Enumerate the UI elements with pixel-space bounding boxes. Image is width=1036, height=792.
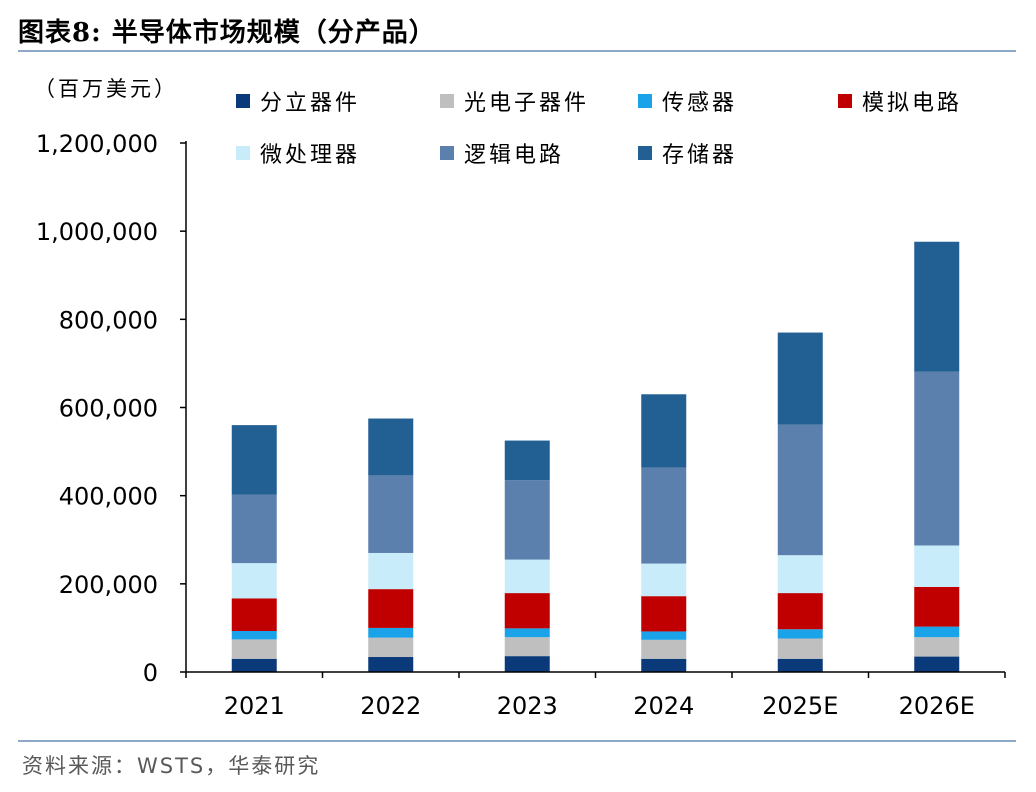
bar-segment xyxy=(641,631,687,640)
bar-segment xyxy=(914,637,960,657)
x-tick-label: 2023 xyxy=(497,692,558,720)
legend-label: 分立器件 xyxy=(260,91,360,116)
legend-label: 逻辑电路 xyxy=(464,143,564,168)
bar-segment xyxy=(914,656,960,672)
bar-segment xyxy=(777,555,823,594)
bar-segment xyxy=(368,589,414,628)
bar-segment xyxy=(231,598,277,632)
bar-segment xyxy=(641,394,687,468)
y-axis-unit-label: （百万美元） xyxy=(34,77,178,101)
bar-segment xyxy=(914,626,960,638)
bar-segment xyxy=(777,658,823,672)
x-axis: 2021 2022 2023 2024 2025E 2026E xyxy=(185,671,1006,720)
legend-swatch xyxy=(838,94,852,108)
bar-segment xyxy=(368,657,414,672)
figure-title: 图表8: 半导体市场规模（分产品） xyxy=(18,18,436,48)
bar-segment xyxy=(777,424,823,556)
bar-segment xyxy=(231,639,277,659)
y-tick-label: 1,200,000 xyxy=(36,130,158,158)
bar-segment xyxy=(231,563,277,599)
source-note: 资料来源：WSTS，华泰研究 xyxy=(22,754,321,778)
legend-swatch xyxy=(440,94,454,108)
bar-segment xyxy=(504,440,550,481)
legend-swatch xyxy=(638,94,652,108)
y-axis: 0 200,000 400,000 600,000 800,000 1,000,000 1,… xyxy=(36,130,187,687)
bar-segment xyxy=(914,586,960,627)
legend-label: 微处理器 xyxy=(260,143,360,168)
footer-divider xyxy=(18,740,1016,742)
legend-swatch xyxy=(236,146,250,160)
bar-segment xyxy=(641,563,687,597)
legend-label: 光电子器件 xyxy=(464,91,589,116)
x-tick-label: 2026E xyxy=(899,692,975,720)
title-divider xyxy=(18,50,1016,52)
y-tick-label: 0 xyxy=(143,659,158,687)
bar-segment xyxy=(641,658,687,672)
bars xyxy=(231,241,960,672)
bar-segment xyxy=(777,332,823,425)
x-tick-label: 2022 xyxy=(360,692,421,720)
bar-segment xyxy=(231,631,277,640)
legend-label: 存储器 xyxy=(662,143,737,168)
bar-segment xyxy=(504,593,550,629)
bar-segment xyxy=(368,637,414,658)
y-tick-label: 400,000 xyxy=(59,483,158,511)
y-tick-label: 600,000 xyxy=(59,395,158,423)
bar-segment xyxy=(231,658,277,672)
bar-segment xyxy=(368,418,414,476)
x-tick-label: 2025E xyxy=(762,692,838,720)
bar-segment xyxy=(777,638,823,659)
bar-segment xyxy=(231,425,277,495)
bar-segment xyxy=(914,241,960,372)
bar-segment xyxy=(504,637,550,657)
bar-segment xyxy=(641,639,687,659)
bar-segment xyxy=(504,628,550,638)
bar-segment xyxy=(914,371,960,546)
legend-swatch xyxy=(638,146,652,160)
legend-swatch xyxy=(236,94,250,108)
y-tick-label: 200,000 xyxy=(59,571,158,599)
y-tick-label: 1,000,000 xyxy=(36,218,158,246)
bar-segment xyxy=(368,627,414,638)
bar-segment xyxy=(368,475,414,553)
legend-label: 传感器 xyxy=(662,91,737,116)
bar-segment xyxy=(777,593,823,630)
legend-swatch xyxy=(440,146,454,160)
bar-segment xyxy=(504,559,550,594)
bar-segment xyxy=(777,629,823,639)
bar-segment xyxy=(231,494,277,564)
bar-segment xyxy=(504,480,550,560)
x-tick-label: 2021 xyxy=(224,692,285,720)
bar-segment xyxy=(914,545,960,587)
legend-label: 模拟电路 xyxy=(862,91,962,116)
bar-segment xyxy=(504,656,550,672)
bar-segment xyxy=(641,467,687,564)
bar-segment xyxy=(641,596,687,632)
x-tick-label: 2024 xyxy=(633,692,694,720)
y-tick-label: 800,000 xyxy=(59,306,158,334)
bar-segment xyxy=(368,552,414,590)
